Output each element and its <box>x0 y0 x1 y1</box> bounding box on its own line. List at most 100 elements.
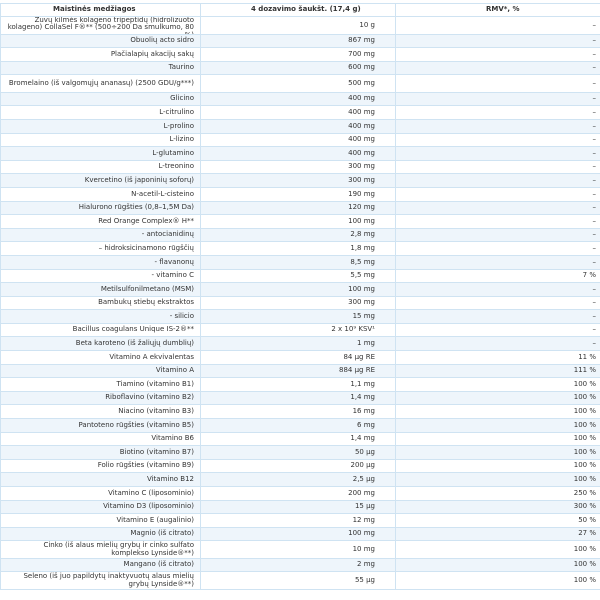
table-row: - flavanonų 8,5 mg – <box>0 254 600 270</box>
cell-text: – <box>592 230 597 239</box>
table-cell: 200 mg <box>200 486 396 501</box>
table-cell: 8,5 mg <box>200 254 396 270</box>
cell-text: 2 mg <box>357 560 375 569</box>
cell-text: – hidroksicinamono rūgščių <box>98 243 194 252</box>
table-cell: Red Orange Complex® H** <box>0 214 201 229</box>
table-cell: 100 % <box>395 418 600 433</box>
table-row: Vitamino C (liposominio) 200 mg 250 % <box>0 486 600 501</box>
table-cell: 27 % <box>395 526 600 542</box>
cell-text: Vitamino C (liposominio) <box>108 488 194 497</box>
cell-text: 55 µg <box>354 576 375 585</box>
table-row: Vitamino A 884 µg RE 111 % <box>0 363 600 379</box>
header-cell: 4 dozavimo šaukšt. (17,4 g) <box>200 3 396 17</box>
cell-text: Tiamino (vitamino B1) <box>116 379 194 388</box>
table-cell: Magnio (iš citrato) <box>0 526 201 542</box>
cell-text: Vitamino B6 <box>151 434 194 443</box>
cell-text: 5,5 mg <box>350 271 375 280</box>
table-row: - antocianidinų 2,8 mg – <box>0 227 600 243</box>
cell-text: 27 % <box>578 529 596 538</box>
table-cell: Vitamino D3 (liposominio) <box>0 499 201 515</box>
table-row: L-prolino 400 mg – <box>0 118 600 134</box>
table-cell: – <box>395 336 600 352</box>
table-cell: – <box>395 186 600 202</box>
table-cell: 100 % <box>395 390 600 406</box>
cell-text: Bromelaino (iš valgomųjų ananasų) (2500 … <box>8 78 194 87</box>
table-cell: 100 % <box>395 571 600 590</box>
table-row: Plačialapių akacijų sakų 700 mg – <box>0 47 600 62</box>
cell-text: 1,8 mg <box>350 243 375 252</box>
table-cell: Pantoteno rūgšties (vitamino B5) <box>0 418 201 433</box>
table-cell: - silicio <box>0 309 201 324</box>
cell-text: Vitamino A ekvivalentas <box>109 352 194 361</box>
table-cell: 50 µg <box>200 445 396 460</box>
table-cell: 1,8 mg <box>200 241 396 256</box>
table-cell: Kvercetino (iš japoninių soforų) <box>0 173 201 188</box>
table-cell: 2,8 mg <box>200 227 396 243</box>
table-row: Bambukų stiebų ekstraktos 300 mg – <box>0 295 600 311</box>
table-cell: Vitamino A <box>0 363 201 379</box>
cell-text: 200 mg <box>348 488 375 497</box>
table-body: Žuvų kilmės kolageno tripeptidų (hidroli… <box>0 16 600 590</box>
table-row: L-citrulino 400 mg – <box>0 105 600 120</box>
table-row: L-glutamino 400 mg – <box>0 146 600 161</box>
cell-text: 190 mg <box>348 189 375 198</box>
cell-text: Žuvų kilmės kolageno tripeptidų (hidroli… <box>7 17 194 33</box>
table-cell: Vitamino A ekvivalentas <box>0 350 201 365</box>
table-cell: Beta karoteno (iš žaliųjų dumblių) <box>0 336 201 352</box>
cell-text: Taurino <box>168 63 194 72</box>
table-cell: – <box>395 322 600 338</box>
table-cell: 400 mg <box>200 132 396 148</box>
cell-text: – <box>592 257 597 266</box>
table-row: Folio rūgšties (vitamino B9) 200 µg 100 % <box>0 458 600 474</box>
cell-text: Red Orange Complex® H** <box>98 216 194 225</box>
cell-text: 500 mg <box>348 78 375 87</box>
cell-text: – <box>592 107 597 116</box>
table-row: Mangano (iš citrato) 2 mg 100 % <box>0 557 600 573</box>
table-cell: – <box>395 159 600 175</box>
table-row: Metilsulfonilmetano (MSM) 100 mg – <box>0 282 600 297</box>
cell-text: 200 µg <box>350 461 375 470</box>
table-cell: 120 mg <box>200 200 396 216</box>
cell-text: 7 % <box>582 271 596 280</box>
cell-text: 10 mg <box>352 544 375 553</box>
cell-text: 400 mg <box>348 94 375 103</box>
table-row: - vitamino C 5,5 mg 7 % <box>0 268 600 284</box>
table-row: Hialurono rūgšties (0,8–1,5M Da) 120 mg – <box>0 200 600 216</box>
table-row: Red Orange Complex® H** 100 mg – <box>0 214 600 229</box>
table-cell: – <box>395 146 600 161</box>
cell-text: Folio rūgšties (vitamino B9) <box>97 461 194 470</box>
table-cell: 7 % <box>395 268 600 284</box>
table-cell: 100 % <box>395 472 600 487</box>
table-cell: 2 mg <box>200 557 396 573</box>
table-cell: – <box>395 74 600 93</box>
table-cell: 10 g <box>200 16 396 35</box>
table-row: Taurino 600 mg – <box>0 60 600 76</box>
cell-text: 400 mg <box>348 135 375 144</box>
cell-text: - flavanonų <box>154 257 194 266</box>
cell-text: L-citrulino <box>159 107 194 116</box>
cell-text: Glicino <box>170 94 194 103</box>
cell-text: 1 mg <box>357 339 375 348</box>
cell-text: 600 mg <box>348 63 375 72</box>
table-cell: 600 mg <box>200 60 396 76</box>
cell-text: L-glutamino <box>152 148 194 157</box>
cell-text: 100 % <box>573 447 596 456</box>
cell-text: – <box>592 135 597 144</box>
table-cell: 1,4 mg <box>200 431 396 447</box>
cell-text: Kvercetino (iš japoninių soforų) <box>84 175 194 184</box>
cell-text: – <box>592 216 597 225</box>
table-row: - silicio 15 mg – <box>0 309 600 324</box>
table-cell: 100 % <box>395 377 600 392</box>
cell-text: 300 % <box>573 502 596 511</box>
cell-text: Biotino (vitamino B7) <box>119 447 194 456</box>
table-row: Kvercetino (iš japoninių soforų) 300 mg – <box>0 173 600 188</box>
cell-text: – <box>592 175 597 184</box>
cell-text: – <box>592 36 597 45</box>
cell-text: – <box>592 78 597 87</box>
cell-text: Vitamino A <box>155 366 194 375</box>
cell-text: 10 g <box>359 20 375 29</box>
table-cell: L-prolino <box>0 118 201 134</box>
cell-text: Plačialapių akacijų sakų <box>110 49 194 58</box>
table-cell: – <box>395 132 600 148</box>
cell-text: 15 mg <box>352 311 375 320</box>
